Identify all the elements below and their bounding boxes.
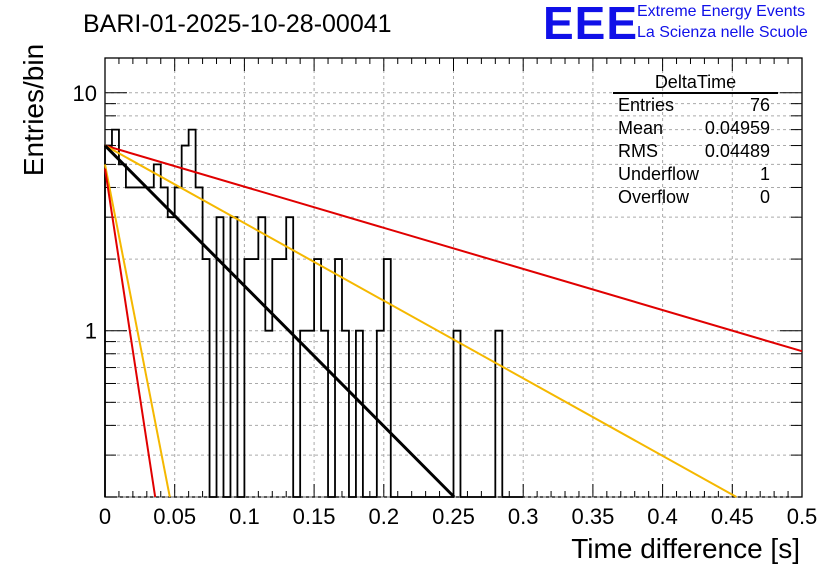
- histogram-series: [104, 128, 524, 498]
- logo-line-1: Extreme Energy Events: [637, 3, 806, 20]
- fit-red-shallow: [104, 144, 803, 353]
- histogram-bar: [356, 331, 363, 497]
- y-axis-label: Entries/bin: [18, 43, 49, 177]
- fit-lines: [103, 144, 803, 499]
- histogram-bar: [182, 146, 189, 497]
- fit-black: [103, 144, 456, 499]
- stats-label: Mean: [618, 118, 664, 138]
- x-tick-label: 0.15: [293, 504, 336, 529]
- x-tick-label: 0.5: [787, 504, 818, 529]
- eee-logo: EEE: [543, 0, 639, 49]
- histogram-bar: [168, 217, 175, 497]
- histogram-bar: [314, 259, 321, 497]
- chart-title: BARI-01-2025-10-28-00041: [83, 10, 392, 38]
- x-tick-label: 0.2: [369, 504, 400, 529]
- stats-row-rms: RMS 0.04489: [611, 140, 778, 163]
- x-tick-label: 0.25: [432, 504, 475, 529]
- histogram-bar: [300, 331, 307, 497]
- y-tick-label: 10: [73, 81, 97, 106]
- stats-box: DeltaTime Entries 76 Mean 0.04959 RMS 0.…: [611, 72, 778, 209]
- histogram-bar: [384, 259, 391, 497]
- stats-label: Entries: [618, 95, 675, 115]
- x-tick-label: 0.35: [571, 504, 614, 529]
- stats-label: Underflow: [618, 164, 700, 184]
- stats-value: 0: [759, 187, 770, 207]
- x-tick-label: 0.1: [229, 504, 260, 529]
- histogram-bar: [377, 331, 384, 497]
- x-tick-label: 0.45: [711, 504, 754, 529]
- histogram-bar: [244, 259, 251, 497]
- histogram-bar: [286, 217, 293, 497]
- x-tick-label: 0.3: [508, 504, 539, 529]
- histogram-bar: [203, 259, 210, 497]
- stats-value: 76: [749, 95, 770, 115]
- y-tick-label: 1: [85, 319, 97, 344]
- x-tick-label: 0.4: [647, 504, 678, 529]
- logo-line-2: La Scienza nelle Scuole: [637, 24, 808, 41]
- histogram-bar: [175, 187, 182, 497]
- histogram-bar: [321, 331, 328, 497]
- histogram-bar: [140, 187, 147, 497]
- x-tick-labels: 0 0.05 0.1 0.15 0.2 0.25 0.3 0.35 0.4 0.45 0.5: [99, 504, 817, 529]
- stats-value: 1: [759, 164, 770, 184]
- histogram-bar: [230, 217, 237, 497]
- stats-row-underflow: Underflow 1: [611, 163, 778, 186]
- histogram-bar: [454, 331, 461, 497]
- stats-row-overflow: Overflow 0: [611, 186, 778, 209]
- histogram-bar: [161, 187, 168, 497]
- stats-label: Overflow: [618, 187, 690, 207]
- y-tick-labels: 1 10: [73, 81, 97, 344]
- histogram-bar: [258, 217, 265, 497]
- stats-value: 0.04489: [704, 141, 770, 161]
- stats-title: DeltaTime: [613, 72, 778, 94]
- fit-yellow-steep: [104, 164, 171, 498]
- x-tick-label: 0: [99, 504, 111, 529]
- histogram-outline: [104, 128, 524, 498]
- histogram-bar: [272, 259, 279, 497]
- histogram-bar: [342, 331, 349, 497]
- stats-value: 0.04959: [704, 118, 770, 138]
- stats-row-mean: Mean 0.04959: [611, 117, 778, 140]
- histogram-bar: [112, 130, 119, 497]
- x-tick-label: 0.05: [153, 504, 196, 529]
- fit-yellow-shallow: [104, 144, 737, 498]
- histogram-bar: [119, 164, 126, 497]
- x-axis-label: Time difference [s]: [571, 533, 800, 564]
- histogram-bar: [265, 331, 272, 497]
- histogram-bar: [189, 130, 196, 497]
- histogram-bar: [495, 331, 502, 497]
- stats-label: RMS: [618, 141, 658, 161]
- histogram-bar: [196, 187, 203, 497]
- stats-row-entries: Entries 76: [611, 94, 778, 117]
- fit-red-steep: [104, 168, 157, 498]
- histogram-bar: [279, 259, 286, 497]
